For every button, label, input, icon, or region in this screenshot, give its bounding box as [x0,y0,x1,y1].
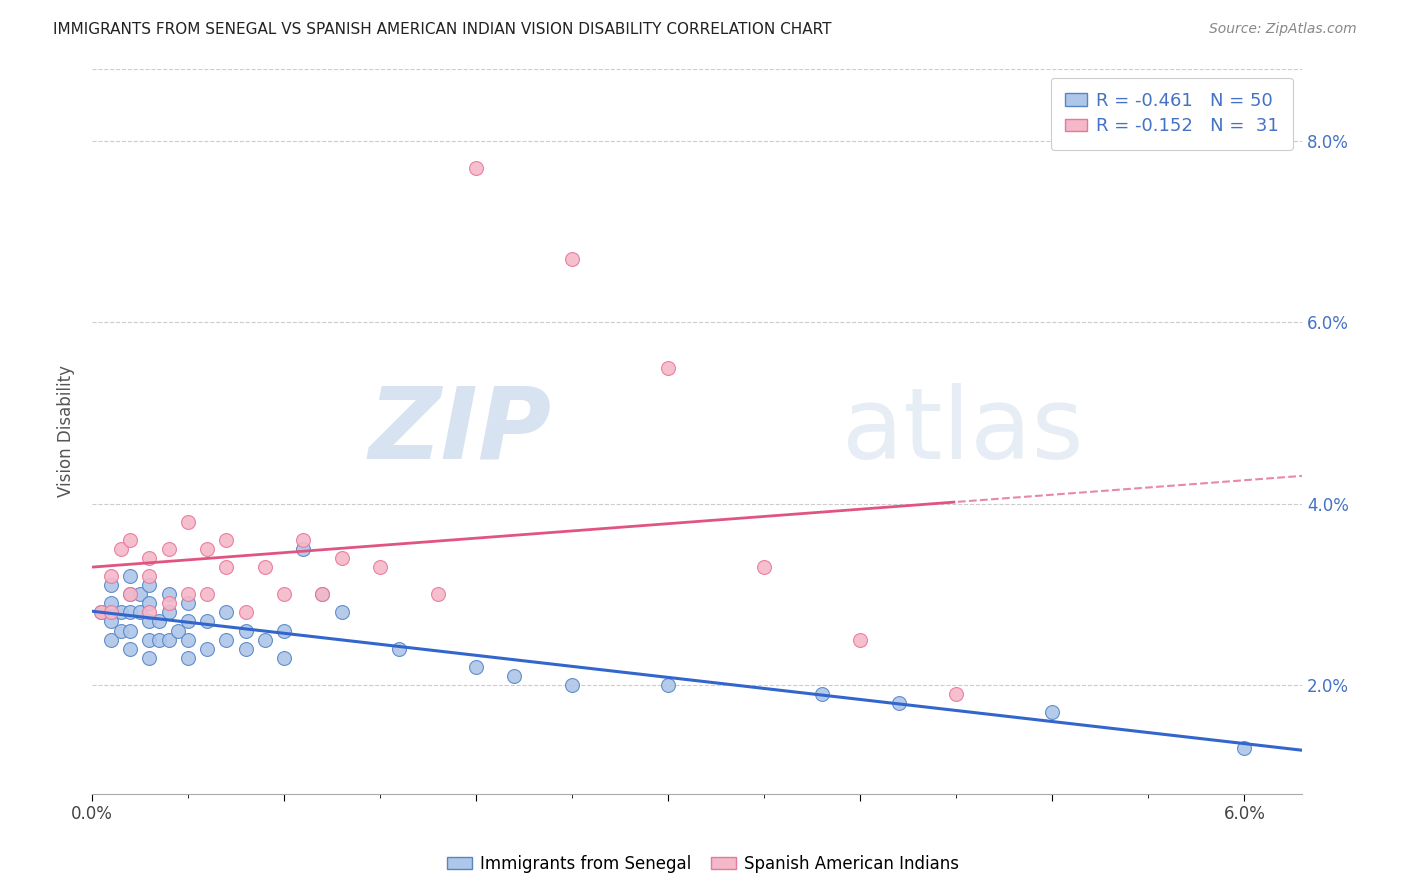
Point [167,624,190,638]
Point [148,632,170,647]
Point [138,606,160,620]
Point [657,360,679,375]
Point [157,606,180,620]
Point [157,541,180,556]
Point [215,560,238,574]
Point [426,587,449,601]
Text: atlas: atlas [842,383,1084,480]
Point [138,551,160,566]
Point [100,578,122,592]
Point [253,632,276,647]
Point [128,587,150,601]
Point [945,687,967,701]
Point [138,650,160,665]
Point [120,606,142,620]
Point [110,624,132,638]
Point [330,606,353,620]
Point [157,587,180,601]
Point [292,541,315,556]
Point [215,632,238,647]
Text: IMMIGRANTS FROM SENEGAL VS SPANISH AMERICAN INDIAN VISION DISABILITY CORRELATION: IMMIGRANTS FROM SENEGAL VS SPANISH AMERI… [53,22,832,37]
Point [110,541,132,556]
Point [235,624,257,638]
Point [177,596,200,610]
Point [120,641,142,656]
Point [120,587,142,601]
Point [752,560,775,574]
Point [177,587,200,601]
Point [100,606,122,620]
Point [657,678,679,692]
Point [138,615,160,629]
Point [1040,705,1063,719]
Point [157,596,180,610]
Point [849,632,872,647]
Point [157,632,180,647]
Point [110,606,132,620]
Point [195,587,218,601]
Point [177,632,200,647]
Text: Source: ZipAtlas.com: Source: ZipAtlas.com [1209,22,1357,37]
Y-axis label: Vision Disability: Vision Disability [58,365,75,497]
Point [311,587,333,601]
Point [128,606,150,620]
Point [100,615,122,629]
Point [195,641,218,656]
Point [100,569,122,583]
Point [120,569,142,583]
Point [330,551,353,566]
Point [90,606,112,620]
Point [235,641,257,656]
Point [810,687,832,701]
Point [465,660,488,674]
Point [138,569,160,583]
Point [138,632,160,647]
Text: ZIP: ZIP [368,383,551,480]
Point [195,615,218,629]
Point [465,161,488,176]
Point [273,624,295,638]
Point [177,615,200,629]
Point [138,578,160,592]
Point [177,650,200,665]
Point [177,515,200,529]
Point [273,650,295,665]
Point [215,533,238,547]
Point [311,587,333,601]
Legend: Immigrants from Senegal, Spanish American Indians: Immigrants from Senegal, Spanish America… [440,848,966,880]
Point [253,560,276,574]
Point [148,615,170,629]
Point [561,678,583,692]
Point [215,606,238,620]
Point [887,696,910,710]
Point [90,606,112,620]
Point [561,252,583,266]
Point [195,541,218,556]
Point [120,587,142,601]
Point [235,606,257,620]
Point [368,560,391,574]
Point [120,624,142,638]
Point [273,587,295,601]
Point [503,669,526,683]
Point [1233,741,1256,756]
Legend: R = -0.461   N = 50, R = -0.152   N =  31: R = -0.461 N = 50, R = -0.152 N = 31 [1050,78,1294,150]
Point [100,596,122,610]
Point [100,632,122,647]
Point [120,533,142,547]
Point [138,596,160,610]
Point [388,641,411,656]
Point [292,533,315,547]
